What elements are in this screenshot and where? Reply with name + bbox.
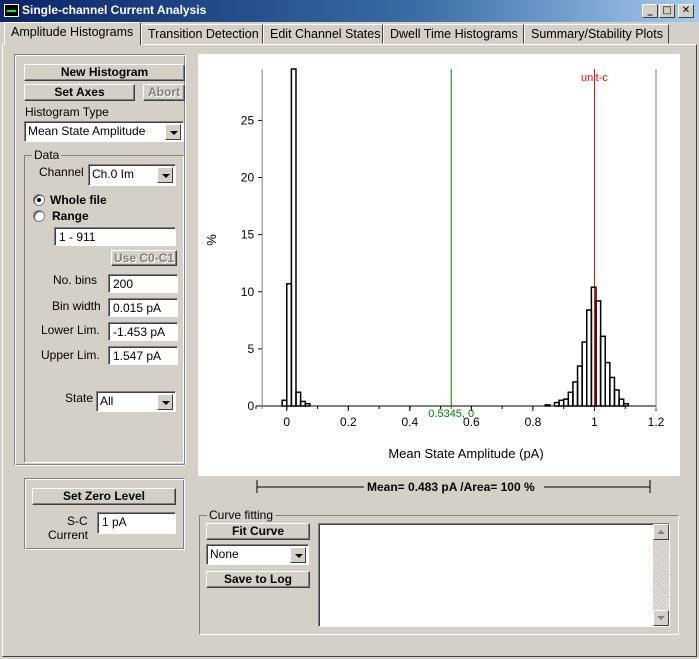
x-tick-label: 0.2	[340, 415, 357, 429]
histogram-bar	[290, 68, 297, 407]
histogram-bar	[544, 404, 551, 407]
histogram-bar	[618, 398, 625, 407]
x-tick-label: 0.8	[525, 415, 542, 429]
cursor-label: unit-c	[581, 72, 608, 84]
cursor-label: 0.5345, 0	[428, 408, 474, 420]
upper-lim-input[interactable]: 1.547 pA	[108, 346, 178, 365]
channel-label: Channel	[39, 165, 84, 179]
sc-current-input[interactable]: 1 pA	[97, 512, 176, 534]
histogram-bar	[613, 389, 620, 407]
maximize-button[interactable]: □	[659, 4, 675, 18]
fit-curve-button[interactable]: Fit Curve	[206, 523, 310, 540]
upper-lim-label: Upper Lim.	[41, 348, 100, 362]
tab-amplitude-histograms[interactable]: Amplitude Histograms	[4, 22, 141, 45]
lower-lim-label: Lower Lim.	[41, 323, 100, 337]
sc-current-label-1: S-C	[67, 514, 88, 528]
channel-select[interactable]: Ch.0 Im	[88, 164, 176, 186]
chevron-down-icon[interactable]	[157, 167, 173, 183]
histogram-type-value: Mean State Amplitude	[28, 124, 146, 138]
channel-value: Ch.0 Im	[92, 167, 135, 181]
chevron-down-icon[interactable]	[165, 124, 181, 140]
lower-lim-input[interactable]: -1.453 pA	[108, 322, 178, 341]
chevron-down-icon[interactable]	[290, 547, 306, 563]
whole-file-radio[interactable]	[33, 194, 45, 206]
histogram-plot-area[interactable]: 0 0.2 0.4 0.6 0.8 1 1.2 0 5 10 15 20 25% Mean State A…	[198, 54, 680, 476]
summary-readout-text: Mean= 0.483 pA /Area= 100 %	[367, 480, 535, 494]
range-radio[interactable]	[33, 210, 45, 222]
data-group	[24, 155, 184, 463]
minimize-button[interactable]: _	[642, 4, 658, 18]
y-tick-label: 0	[247, 399, 254, 413]
state-label: State	[65, 391, 94, 405]
histogram-bar	[304, 402, 311, 407]
y-tick-label: 25	[241, 113, 255, 127]
tab-edit-channel-states[interactable]: Edit Channel States	[263, 24, 383, 44]
bin-width-input[interactable]: 0.015 pA	[108, 298, 178, 317]
y-axis-label: %	[204, 234, 219, 246]
x-tick-label: 1.2	[648, 415, 665, 429]
app-icon	[4, 4, 19, 17]
save-to-log-button[interactable]: Save to Log	[206, 571, 310, 588]
vertical-scrollbar[interactable]	[653, 524, 669, 626]
window-title: Single-channel Current Analysis	[22, 3, 207, 17]
histogram-bar	[622, 402, 630, 407]
curve-fitting-legend: Curve fitting	[207, 508, 276, 522]
histogram-bar	[295, 391, 302, 407]
tab-panel	[2, 44, 697, 657]
abort-button[interactable]: Abort	[143, 84, 185, 101]
equation-select[interactable]: None	[206, 544, 309, 565]
x-tick-label: 0.6	[463, 415, 480, 429]
x-tick-label: 0.4	[402, 415, 419, 429]
chevron-up-icon	[657, 530, 665, 534]
range-label: Range	[52, 209, 89, 223]
use-c0-c1-button[interactable]: Use C0-C1	[111, 250, 177, 266]
histogram-controls-panel	[14, 54, 186, 466]
fit-results-textarea[interactable]	[318, 523, 670, 627]
no-bins-label: No. bins	[53, 273, 98, 287]
sc-current-label-2: Current	[48, 528, 89, 542]
curve-fitting-group	[199, 515, 679, 635]
tab-summary-stability-plots[interactable]: Summary/Stability Plots	[524, 24, 669, 44]
y-tick-label: 15	[241, 228, 255, 242]
histogram-type-select[interactable]: Mean State Amplitude	[24, 121, 184, 142]
histogram-type-label: Histogram Type	[25, 105, 109, 119]
set-zero-level-button[interactable]: Set Zero Level	[32, 488, 176, 505]
title-bar[interactable]: Single-channel Current Analysis _ □ ✕	[0, 0, 699, 22]
x-tick-label: 0	[283, 415, 290, 429]
range-input[interactable]: 1 - 911	[54, 227, 176, 246]
tab-dwell-time-histograms[interactable]: Dwell Time Histograms	[383, 24, 524, 44]
scroll-down-button[interactable]	[653, 610, 669, 626]
state-select[interactable]: All	[96, 391, 176, 412]
zero-level-group	[24, 478, 185, 550]
data-group-legend: Data	[32, 148, 62, 162]
tab-transition-detection[interactable]: Transition Detection	[141, 24, 263, 44]
histogram-chart[interactable]: 0 0.2 0.4 0.6 0.8 1 1.2 0 5 10 15 20 25% Mean State A…	[198, 54, 680, 476]
no-bins-input[interactable]: 200	[108, 274, 178, 293]
state-value: All	[100, 394, 114, 408]
scroll-up-button[interactable]	[653, 524, 669, 540]
x-axis-label: Mean State Amplitude (pA)	[388, 446, 543, 461]
summary-readout-line	[256, 480, 651, 493]
bin-width-label: Bin width	[52, 299, 101, 313]
chevron-down-icon[interactable]	[157, 394, 173, 410]
new-histogram-button[interactable]: New Histogram	[24, 64, 185, 81]
y-tick-label: 5	[247, 342, 254, 356]
y-tick-label: 10	[241, 285, 255, 299]
set-axes-button[interactable]: Set Axes	[24, 84, 135, 101]
whole-file-label: Whole file	[50, 193, 107, 207]
close-button[interactable]: ✕	[678, 4, 694, 18]
x-tick-label: 1	[591, 415, 598, 429]
y-tick-label: 20	[241, 171, 255, 185]
equation-value: None	[210, 547, 239, 561]
chevron-down-icon	[657, 616, 665, 620]
